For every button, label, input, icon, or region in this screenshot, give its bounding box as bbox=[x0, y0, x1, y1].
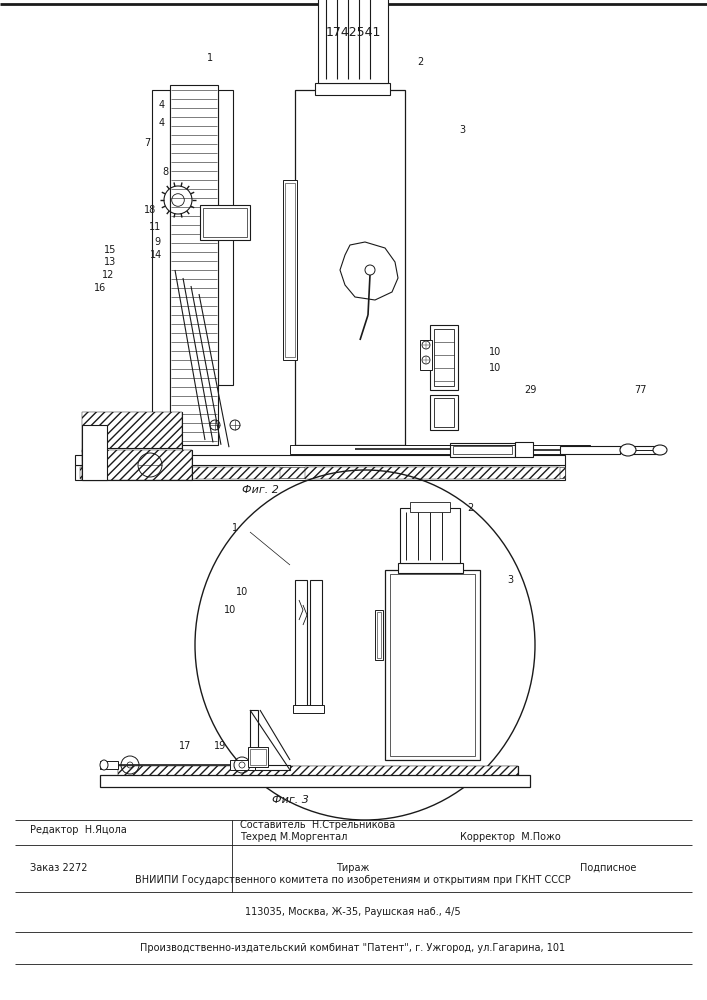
Bar bbox=[453, 446, 512, 454]
Bar bbox=[75, 465, 565, 480]
Bar bbox=[318, 0, 388, 83]
Bar bbox=[118, 766, 518, 778]
Text: 77: 77 bbox=[633, 385, 646, 395]
Text: 9: 9 bbox=[154, 237, 160, 247]
Bar bbox=[230, 760, 255, 770]
Bar bbox=[100, 775, 530, 787]
Text: 10: 10 bbox=[489, 363, 501, 373]
Ellipse shape bbox=[653, 445, 667, 455]
Text: Составитель  Н.Стрельникова: Составитель Н.Стрельникова bbox=[240, 820, 395, 830]
Bar bbox=[118, 766, 518, 778]
Bar bbox=[305, 467, 560, 479]
Text: 7: 7 bbox=[144, 138, 150, 148]
Bar bbox=[122, 450, 182, 468]
Bar bbox=[248, 747, 268, 767]
Bar bbox=[82, 450, 122, 468]
Text: 16: 16 bbox=[94, 283, 106, 293]
Bar bbox=[515, 442, 533, 457]
Bar bbox=[82, 448, 182, 460]
Bar bbox=[152, 90, 170, 445]
Bar bbox=[398, 563, 463, 573]
Text: 18: 18 bbox=[144, 205, 156, 215]
Text: ВНИИПИ Государственного комитета по изобретениям и открытиям при ГКНТ СССР: ВНИИПИ Государственного комитета по изоб… bbox=[135, 875, 571, 885]
Bar bbox=[80, 467, 565, 478]
Bar bbox=[100, 761, 118, 769]
Bar bbox=[315, 83, 390, 95]
Bar bbox=[434, 398, 454, 427]
Text: Техред М.Моргентал: Техред М.Моргентал bbox=[240, 832, 347, 842]
Bar bbox=[82, 412, 182, 452]
Text: 10: 10 bbox=[224, 605, 236, 615]
Text: 10: 10 bbox=[236, 587, 248, 597]
Ellipse shape bbox=[100, 760, 108, 770]
Text: 4: 4 bbox=[159, 118, 165, 128]
Bar bbox=[295, 90, 405, 445]
Bar bbox=[203, 208, 247, 237]
Bar bbox=[283, 180, 297, 360]
Bar bbox=[82, 425, 107, 480]
Bar bbox=[450, 443, 515, 457]
Text: Фиг. 3: Фиг. 3 bbox=[271, 795, 308, 805]
Bar bbox=[82, 412, 182, 452]
Polygon shape bbox=[250, 710, 290, 770]
Bar bbox=[625, 446, 660, 454]
Text: 2: 2 bbox=[467, 503, 473, 513]
Bar bbox=[410, 502, 450, 512]
Bar bbox=[218, 90, 233, 385]
Text: 19: 19 bbox=[214, 741, 226, 751]
Bar bbox=[250, 749, 266, 765]
Text: 13: 13 bbox=[104, 257, 116, 267]
Text: Тираж: Тираж bbox=[337, 863, 370, 873]
Bar bbox=[293, 705, 324, 713]
Text: 113035, Москва, Ж-35, Раушская наб., 4/5: 113035, Москва, Ж-35, Раушская наб., 4/5 bbox=[245, 907, 461, 917]
Bar bbox=[400, 508, 460, 563]
Polygon shape bbox=[340, 242, 398, 300]
Text: Подписное: Подписное bbox=[580, 863, 636, 873]
Bar bbox=[285, 183, 295, 357]
Bar bbox=[430, 395, 458, 430]
Text: 14: 14 bbox=[150, 250, 162, 260]
Text: 10: 10 bbox=[489, 347, 501, 357]
Bar bbox=[385, 570, 480, 760]
Bar bbox=[375, 610, 383, 660]
Text: 3: 3 bbox=[507, 575, 513, 585]
Text: 1742541: 1742541 bbox=[325, 25, 380, 38]
Text: 3: 3 bbox=[459, 125, 465, 135]
Bar bbox=[82, 450, 192, 480]
Text: 8: 8 bbox=[162, 167, 168, 177]
Text: Производственно-издательский комбинат "Патент", г. Ужгород, ул.Гагарина, 101: Производственно-издательский комбинат "П… bbox=[141, 943, 566, 953]
Text: Корректор  М.Пожо: Корректор М.Пожо bbox=[460, 832, 561, 842]
Text: 11: 11 bbox=[149, 222, 161, 232]
Bar bbox=[310, 580, 322, 710]
Bar bbox=[377, 612, 381, 658]
Text: 15: 15 bbox=[104, 245, 116, 255]
Text: 4: 4 bbox=[159, 100, 165, 110]
Text: 2: 2 bbox=[417, 57, 423, 67]
Text: Фиг. 2: Фиг. 2 bbox=[242, 485, 279, 495]
Bar bbox=[434, 329, 454, 386]
Bar bbox=[295, 580, 307, 710]
Text: Редактор  Н.Яцола: Редактор Н.Яцола bbox=[30, 825, 127, 835]
Text: 1: 1 bbox=[232, 523, 238, 533]
Text: 29: 29 bbox=[524, 385, 536, 395]
Bar bbox=[200, 205, 250, 240]
Bar bbox=[170, 85, 218, 445]
Bar bbox=[82, 450, 192, 480]
Text: 17: 17 bbox=[179, 741, 191, 751]
Bar bbox=[560, 446, 620, 454]
Ellipse shape bbox=[620, 444, 636, 456]
Bar bbox=[75, 455, 565, 465]
Bar bbox=[80, 467, 280, 479]
Text: 12: 12 bbox=[102, 270, 115, 280]
Text: 1: 1 bbox=[207, 53, 213, 63]
Bar bbox=[420, 340, 432, 370]
Bar bbox=[290, 445, 590, 454]
Bar bbox=[430, 325, 458, 390]
Text: Заказ 2272: Заказ 2272 bbox=[30, 863, 88, 873]
Bar bbox=[390, 574, 475, 756]
